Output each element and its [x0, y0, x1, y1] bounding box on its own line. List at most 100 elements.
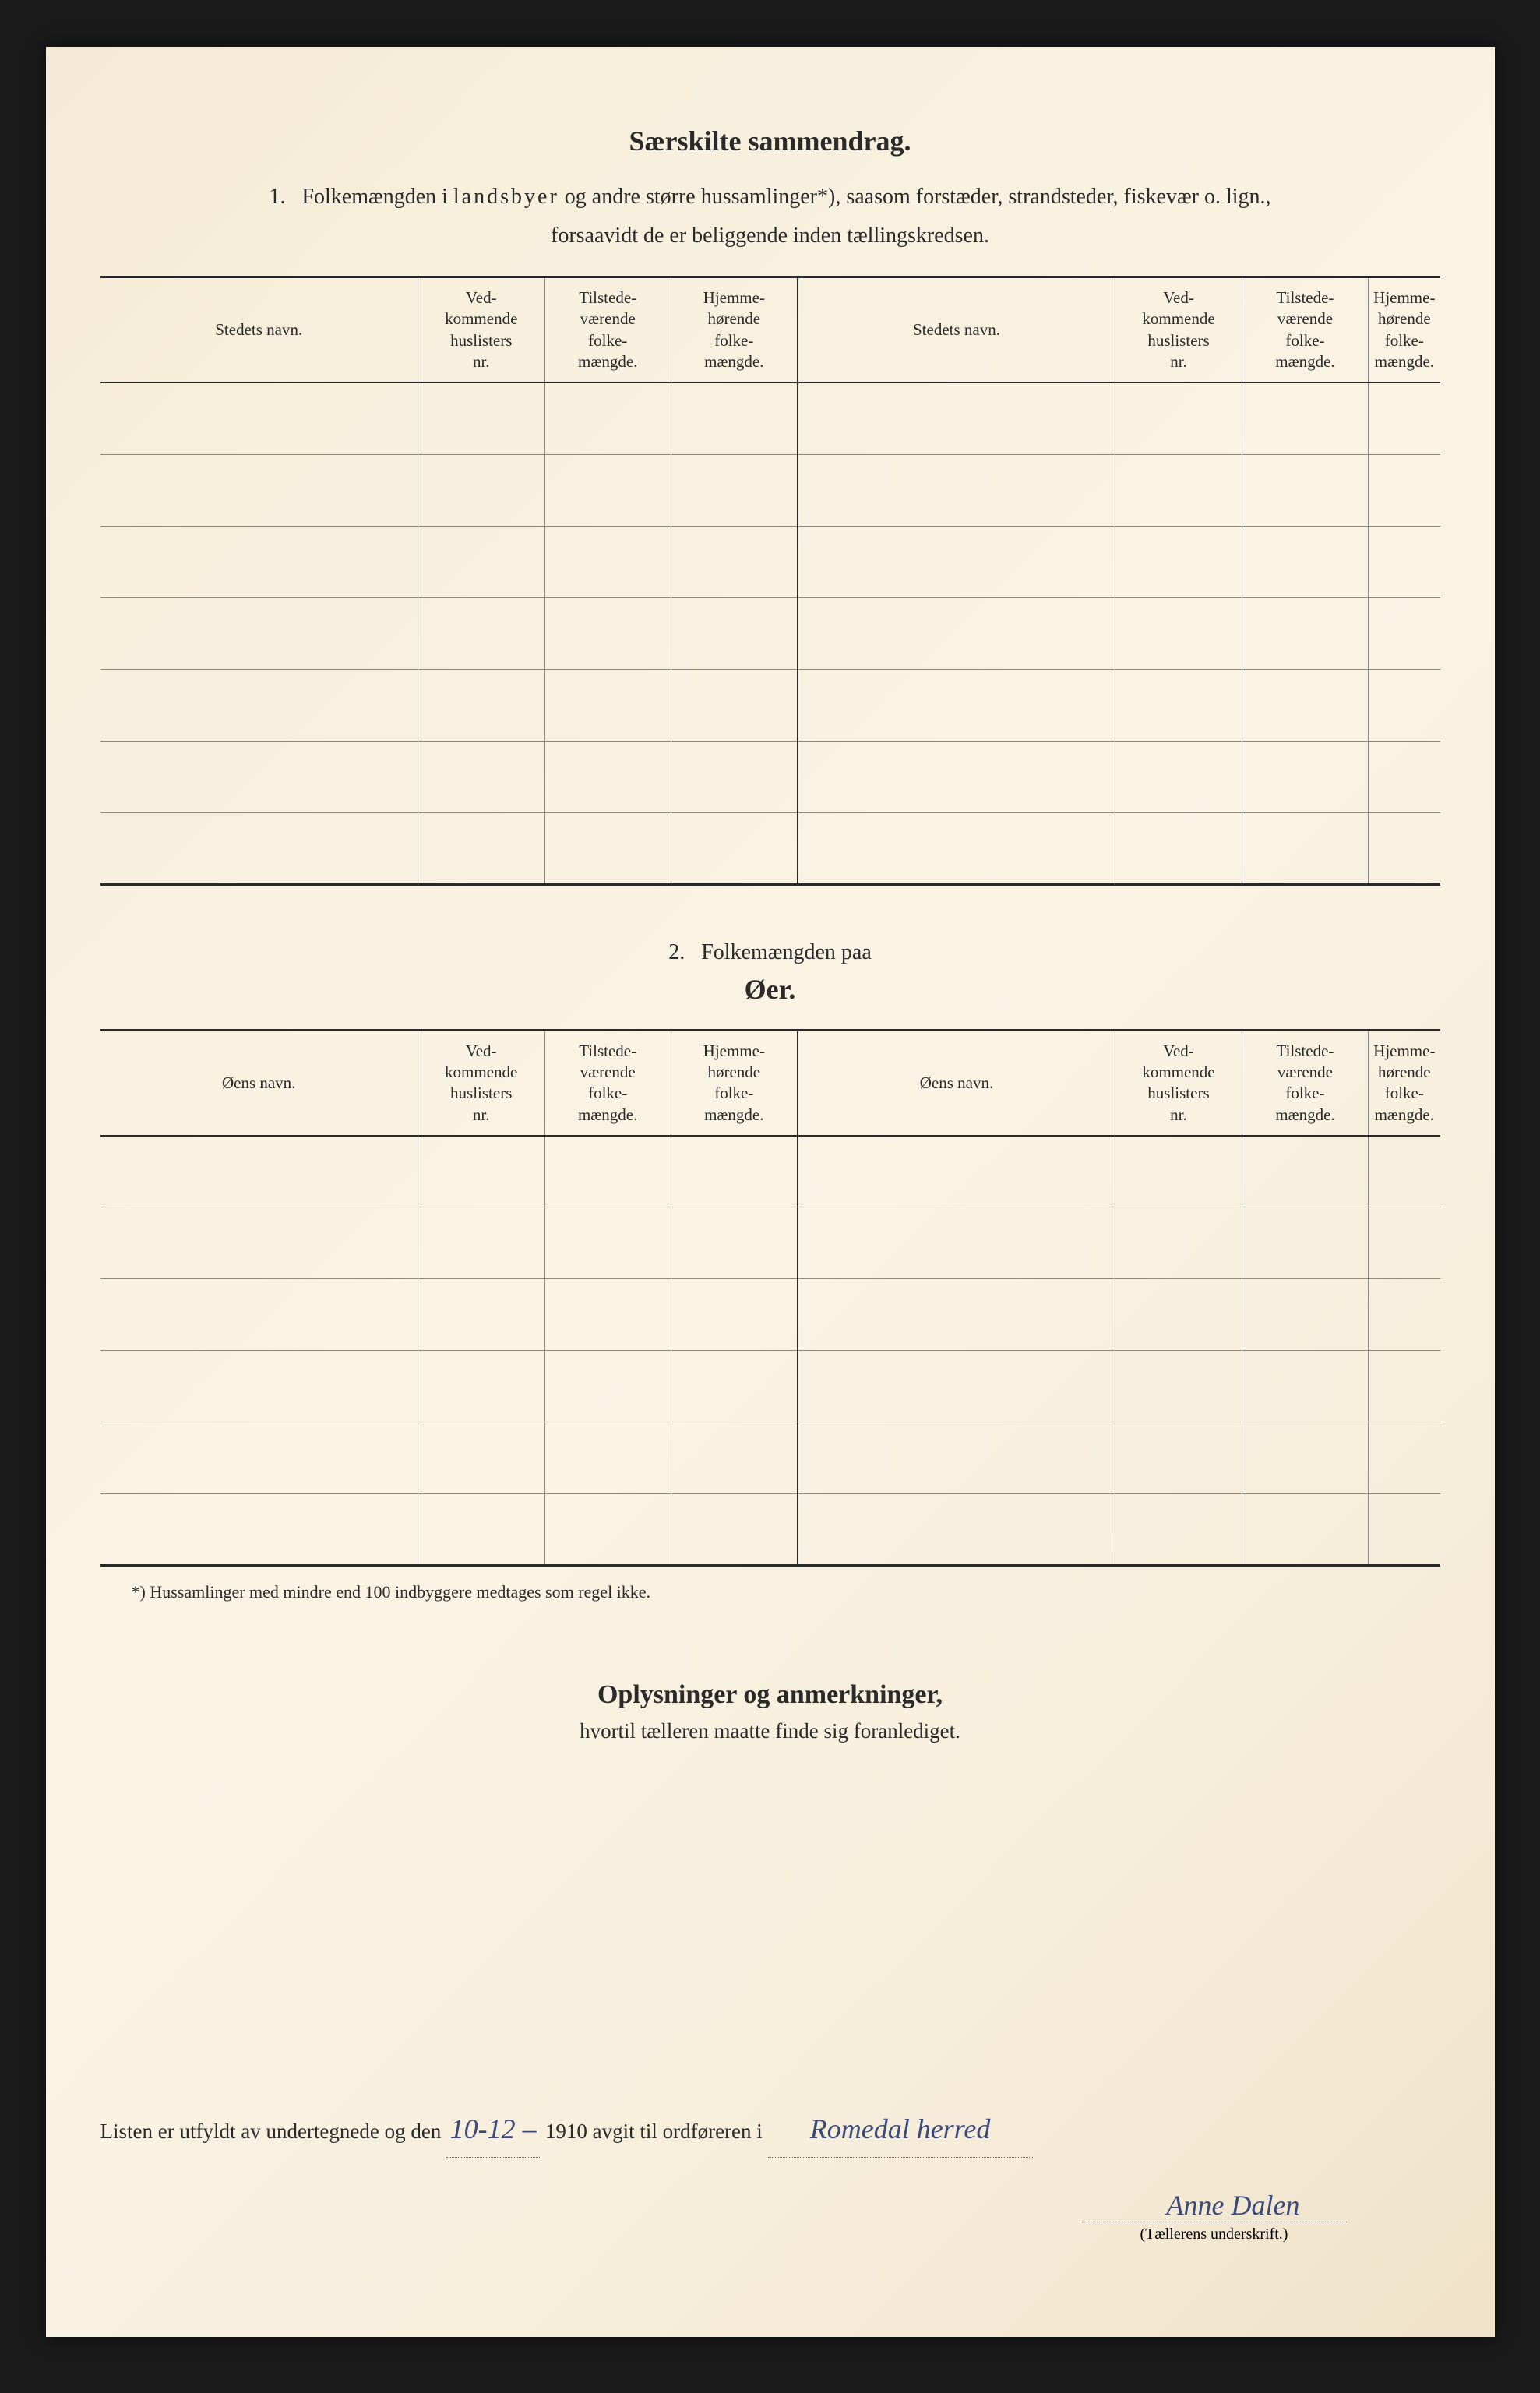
table-cell [1242, 1207, 1368, 1279]
table1-header-col2-right: Tilstede- værende folke- mængde. [1242, 277, 1368, 383]
table-cell [544, 1422, 671, 1494]
table-cell [1369, 382, 1440, 454]
table-cell [798, 382, 1115, 454]
table-row [100, 1351, 1440, 1422]
table-cell [1115, 741, 1242, 812]
table1-header-col3-left: Hjemme- hørende folke- mængde. [671, 277, 797, 383]
table-cell [100, 669, 418, 741]
form-submission-line: Listen er utfyldt av undertegnede og den… [100, 2101, 1440, 2158]
table-row [100, 597, 1440, 669]
table1-header-col2-left: Tilstede- værende folke- mængde. [544, 277, 671, 383]
section2-subtitle: Øer. [100, 973, 1440, 1006]
table2-header-col3-right: Hjemme- hørende folke- mængde. [1369, 1030, 1440, 1136]
table-cell [671, 1279, 797, 1351]
table-row [100, 812, 1440, 884]
table-cell [1115, 1136, 1242, 1207]
table-cell [1115, 1422, 1242, 1494]
table-cell [1369, 741, 1440, 812]
table-row [100, 1279, 1440, 1351]
table-cell [798, 669, 1115, 741]
table-cell [1115, 669, 1242, 741]
table-cell [1369, 669, 1440, 741]
table-cell [1115, 1351, 1242, 1422]
table-cell [1369, 1422, 1440, 1494]
table-cell [798, 812, 1115, 884]
table-cell [1369, 1494, 1440, 1566]
table-cell [1369, 1279, 1440, 1351]
table-row [100, 741, 1440, 812]
table-row [100, 526, 1440, 597]
table2-header-col1-right: Ved- kommende huslisters nr. [1115, 1030, 1242, 1136]
table-cell [418, 1279, 544, 1351]
table-cell [544, 669, 671, 741]
table-cell [798, 1136, 1115, 1207]
table-cell [418, 597, 544, 669]
table-cell [671, 597, 797, 669]
table-cell [1242, 1422, 1368, 1494]
table-cell [544, 454, 671, 526]
signature-label: (Tællerens underskrift.) [1082, 2222, 1347, 2243]
section3-title: Oplysninger og anmerkninger, [100, 1680, 1440, 1710]
table1-header-name-right: Stedets navn. [798, 277, 1115, 383]
table-cell [1115, 382, 1242, 454]
table-cell [544, 741, 671, 812]
table-cell [1369, 1351, 1440, 1422]
table-cell [1242, 526, 1368, 597]
table-cell [100, 1351, 418, 1422]
table-cell [798, 741, 1115, 812]
table-cell [100, 1136, 418, 1207]
table-cell [418, 1351, 544, 1422]
table-cell [1115, 526, 1242, 597]
table-cell [1115, 454, 1242, 526]
table-row [100, 454, 1440, 526]
document-page: Særskilte sammendrag. 1. Folkemængden i … [46, 47, 1495, 2337]
table-cell [798, 597, 1115, 669]
table-cell [1115, 1494, 1242, 1566]
table-cell [1242, 454, 1368, 526]
section1-description-line2: forsaavidt de er beliggende inden tællin… [100, 220, 1440, 252]
table-cell [671, 1494, 797, 1566]
table-cell [1369, 1136, 1440, 1207]
table2-header-col2-left: Tilstede- værende folke- mængde. [544, 1030, 671, 1136]
table-cell [1242, 812, 1368, 884]
table-cell [1115, 597, 1242, 669]
table-cell [418, 1136, 544, 1207]
table1-header-col1-right: Ved- kommende huslisters nr. [1115, 277, 1242, 383]
table2-section: Øens navn. Ved- kommende huslisters nr. … [100, 1029, 1440, 1567]
table-cell [418, 1207, 544, 1279]
main-title: Særskilte sammendrag. [100, 125, 1440, 157]
table-cell [671, 1351, 797, 1422]
table-row [100, 382, 1440, 454]
table-cell [100, 1207, 418, 1279]
table-cell [544, 1494, 671, 1566]
table-cell [544, 597, 671, 669]
table-cell [798, 1279, 1115, 1351]
table-cell [1242, 382, 1368, 454]
table-row [100, 1422, 1440, 1494]
table-cell [671, 1422, 797, 1494]
table-cell [100, 1494, 418, 1566]
table2: Øens navn. Ved- kommende huslisters nr. … [100, 1029, 1440, 1567]
table-row [100, 669, 1440, 741]
table-cell [1369, 454, 1440, 526]
table-cell [798, 1422, 1115, 1494]
table-cell [418, 1494, 544, 1566]
table-cell [671, 454, 797, 526]
place-field: Romedal herred [768, 2101, 1033, 2158]
table-cell [671, 526, 797, 597]
table-cell [100, 382, 418, 454]
table-cell [1115, 1279, 1242, 1351]
table-cell [671, 741, 797, 812]
table-cell [544, 526, 671, 597]
table2-header-col3-left: Hjemme- hørende folke- mængde. [671, 1030, 797, 1136]
table-cell [1115, 1207, 1242, 1279]
table-cell [544, 1279, 671, 1351]
table2-header-col2-right: Tilstede- værende folke- mængde. [1242, 1030, 1368, 1136]
table-cell [1242, 741, 1368, 812]
table-cell [798, 1494, 1115, 1566]
table-row [100, 1136, 1440, 1207]
table-cell [544, 812, 671, 884]
table-cell [1242, 597, 1368, 669]
table-cell [1369, 526, 1440, 597]
table-cell [418, 669, 544, 741]
